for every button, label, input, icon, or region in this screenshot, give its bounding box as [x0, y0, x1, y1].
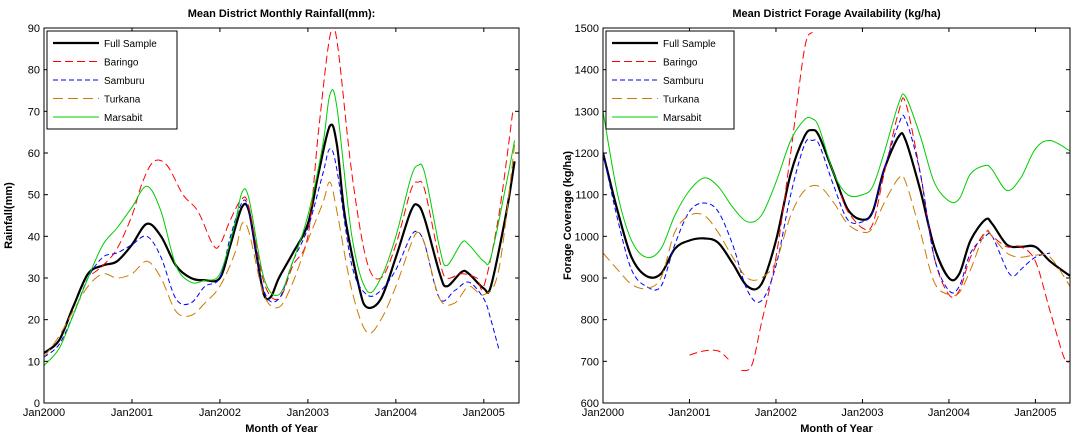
x-tick-label: Jan2000 [582, 407, 624, 419]
y-tick-label: 600 [581, 398, 599, 410]
y-tick-label: 0 [34, 398, 40, 410]
x-tick-label: Jan2005 [463, 407, 505, 419]
y-tick-label: 1200 [575, 148, 599, 160]
legend-label-marsabit: Marsabit [663, 113, 702, 124]
x-tick-label: Jan2004 [375, 407, 417, 419]
legend-label-samburu: Samburu [104, 76, 145, 87]
y-axis-label: Forage Coverage (kg/ha) [562, 151, 574, 280]
series-line-baringo [92, 28, 514, 301]
series-line-baringo [840, 97, 1070, 363]
legend: Full Sample Baringo Samburu Turkana Marsabit [605, 30, 735, 130]
y-tick-label: 80 [28, 65, 40, 77]
forage-chart: 600 700 800 900 1000 1100 1200 1300 1400 1500 Jan2… [562, 8, 1071, 435]
legend-label-full-sample: Full Sample [104, 39, 157, 50]
y-tick-label: 900 [581, 273, 599, 285]
series-line-full-sample [44, 123, 516, 354]
legend-box [605, 30, 735, 130]
x-tick-label: Jan2001 [111, 407, 153, 419]
legend-label-turkana: Turkana [663, 95, 700, 106]
legend-box [46, 30, 178, 130]
legend-label-full-sample: Full Sample [663, 39, 716, 50]
x-tick-label: Jan2003 [287, 407, 329, 419]
chart-title: Mean District Monthly Rainfall(mm): [188, 8, 376, 20]
y-tick-label: 800 [581, 315, 599, 327]
legend-label-baringo: Baringo [104, 58, 139, 69]
legend: Full Sample Baringo Samburu Turkana Marsabit [46, 30, 178, 130]
x-tick-label: Jan2002 [755, 407, 797, 419]
y-axis-label: Rainfall(mm) [3, 182, 15, 249]
series-line-turkana [44, 144, 516, 358]
x-tick-label: Jan2003 [841, 407, 883, 419]
y-tick-label: 70 [28, 106, 40, 118]
series-group [603, 31, 1070, 372]
y-tick-label: 30 [28, 273, 40, 285]
x-tick-label: Jan2000 [23, 407, 65, 419]
y-tick-label: 40 [28, 231, 40, 243]
y-tick-label: 10 [28, 356, 40, 368]
y-tick-label: 1000 [575, 231, 599, 243]
y-tick-label: 700 [581, 356, 599, 368]
axes-frame [43, 27, 520, 404]
x-axis-label: Month of Year [245, 423, 318, 435]
y-tick-label: 1500 [575, 23, 599, 35]
series-line-baringo [741, 31, 813, 372]
y-tick-label: 60 [28, 148, 40, 160]
x-tick-label: Jan2001 [668, 407, 710, 419]
legend-label-baringo: Baringo [663, 58, 698, 69]
series-line-samburu [603, 114, 1051, 303]
chart-title: Mean District Forage Availability (kg/ha… [732, 8, 941, 20]
series-line-marsabit [603, 93, 1070, 259]
series-line-turkana [603, 174, 1070, 297]
y-tick-label: 1100 [575, 190, 599, 202]
y-tick-label: 90 [28, 23, 40, 35]
series-line-full-sample [603, 128, 1070, 291]
series-group [44, 28, 516, 366]
x-axis-label: Month of Year [800, 423, 873, 435]
x-tick-label: Jan2002 [199, 407, 241, 419]
legend-label-turkana: Turkana [104, 95, 141, 106]
x-tick-label: Jan2005 [1014, 407, 1056, 419]
axes-frame [602, 27, 1071, 404]
series-line-marsabit [44, 89, 516, 366]
legend-label-samburu: Samburu [663, 76, 704, 87]
rainfall-chart: 0 10 20 30 40 50 60 70 80 90 Jan2000 Jan2001 Jan2002… [3, 8, 520, 435]
y-tick-label: 20 [28, 315, 40, 327]
y-tick-label: 1300 [575, 106, 599, 118]
y-tick-label: 1400 [575, 65, 599, 77]
series-line-baringo [689, 349, 729, 360]
y-tick-label: 50 [28, 190, 40, 202]
legend-label-marsabit: Marsabit [104, 113, 143, 124]
x-tick-label: Jan2004 [928, 407, 970, 419]
